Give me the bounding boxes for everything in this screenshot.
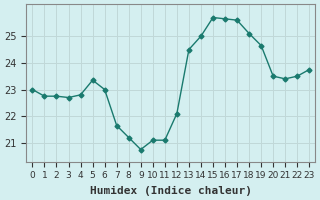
X-axis label: Humidex (Indice chaleur): Humidex (Indice chaleur): [90, 186, 252, 196]
